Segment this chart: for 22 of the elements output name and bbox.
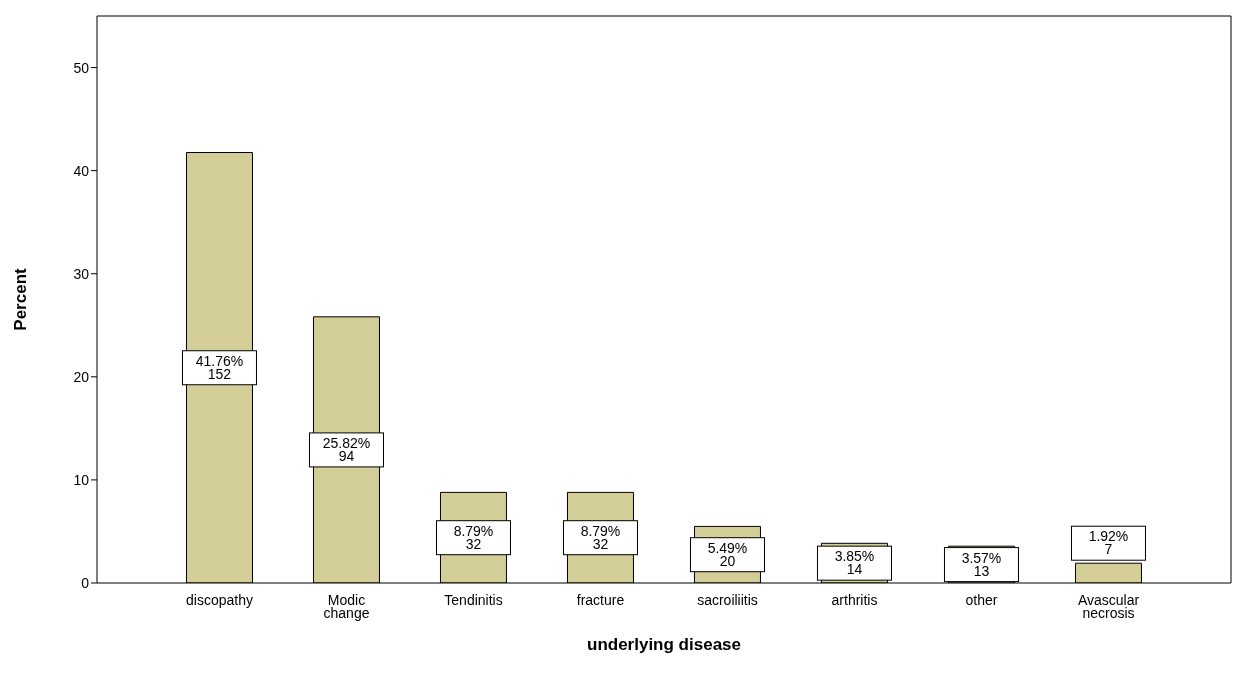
y-tick-label: 20 — [73, 368, 90, 385]
x-axis-title: underlying disease — [587, 635, 741, 654]
y-axis-title: Percent — [11, 267, 31, 331]
x-tick-label: fracture — [576, 592, 625, 608]
data-label: 25.82% 94 — [322, 434, 371, 464]
data-label: 8.79% 32 — [453, 522, 494, 552]
x-tick-label: Modic change — [323, 592, 370, 621]
y-tick-label: 40 — [73, 162, 90, 179]
data-label: 5.49% 20 — [707, 539, 748, 569]
y-tick-label: 0 — [81, 574, 90, 591]
x-tick-label: other — [965, 592, 998, 608]
x-tick-label: Tendinitis — [444, 592, 503, 608]
y-tick-label: 10 — [73, 471, 90, 488]
data-label: 1.92% 7 — [1088, 528, 1129, 558]
x-tick-label: discopathy — [186, 592, 253, 608]
x-tick-label: arthritis — [831, 592, 878, 608]
data-label: 8.79% 32 — [580, 522, 621, 552]
x-tick-label: Avascular necrosis — [1077, 592, 1140, 621]
data-label: 41.76% 152 — [195, 352, 244, 382]
y-tick-label: 30 — [73, 265, 90, 282]
y-tick-label: 50 — [73, 59, 90, 76]
x-tick-label: sacroiliitis — [697, 592, 758, 608]
